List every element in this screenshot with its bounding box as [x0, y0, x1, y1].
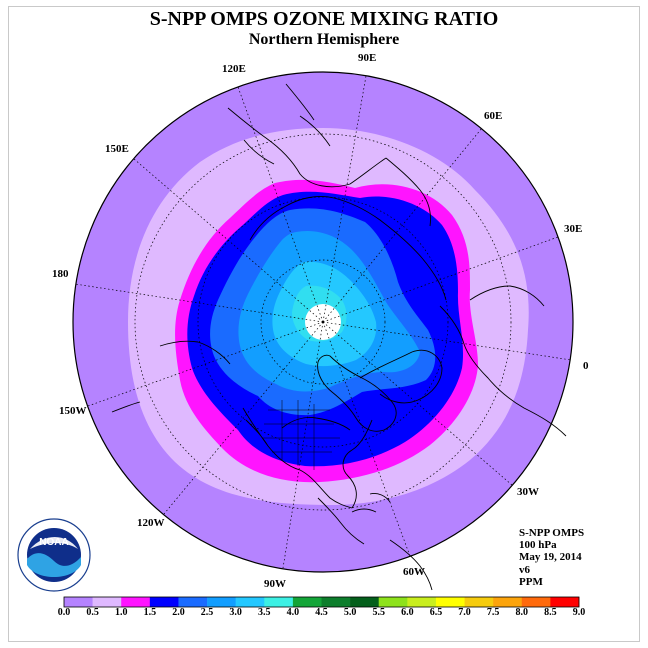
map-subtitle: Northern Hemisphere	[248, 31, 400, 48]
lon-label-30e: 30E	[564, 223, 583, 235]
colorbar-swatch-2.0-2.5	[178, 597, 208, 607]
colorbar-swatch-5.5-6.0	[378, 597, 408, 607]
colorbar-tick-label: 6.5	[429, 607, 443, 618]
map-title: S-NPP OMPS OZONE MIXING RATIO	[149, 8, 499, 30]
colorbar-border	[63, 596, 580, 608]
colorbar-swatch-3.0-3.5	[235, 597, 265, 607]
colorbar-swatch-4.0-4.5	[292, 597, 322, 607]
info-version: v6	[519, 563, 530, 576]
noaa-logo: NOAA	[17, 518, 91, 592]
lon-label-60e: 60E	[484, 110, 503, 122]
colorbar-tick-label: 7.0	[458, 607, 471, 618]
lon-label-150w: 150W	[59, 405, 87, 417]
colorbar-swatch-5.0-5.5	[350, 597, 380, 607]
graticule	[74, 75, 572, 569]
colorbar-swatch-2.5-3.0	[207, 597, 236, 607]
colorbar-tick-label: 2.0	[172, 607, 185, 618]
colorbar-tick-label: 3.5	[258, 607, 271, 618]
logo-text: NOAA	[39, 537, 68, 548]
colorbar-swatch-0.5-1.0	[92, 597, 122, 607]
info-date: May 19, 2014	[519, 551, 582, 564]
colorbar-tick-label: 0.5	[86, 607, 99, 618]
colorbar-tick-label: 8.0	[515, 607, 529, 618]
colorbar-tick-label: 6.0	[401, 607, 414, 618]
info-instrument: S-NPP OMPS	[519, 527, 585, 539]
colorbar-tick-label: 4.5	[315, 607, 328, 618]
lon-label-60w: 60W	[403, 566, 425, 578]
colorbar-tick-label: 1.5	[143, 607, 157, 618]
colorbar-swatch-0.0-0.5	[64, 597, 93, 607]
lon-label-180: 180	[52, 268, 69, 280]
colorbar-labels: 0.0 0.5 1.0 1.5 2.0 2.5 3.0 3.5 4.0 4.5 5.0 5.5 6.0 6…	[0, 607, 648, 621]
lon-label-120e: 120E	[222, 63, 246, 75]
colorbar-tick-label: 1.0	[114, 607, 128, 618]
lon-label-90e: 90E	[358, 52, 377, 64]
colorbar-swatch-3.5-4.0	[264, 597, 294, 607]
lon-label-30w: 30W	[517, 486, 539, 498]
info-units: PPM	[519, 575, 543, 588]
lon-label-0: 0	[583, 360, 589, 372]
product-info: S-NPP OMPS 100 hPa May 19, 2014 v6 PPM	[519, 527, 584, 588]
colorbar-tick-label: 2.5	[200, 607, 214, 618]
colorbar-tick-label: 8.5	[544, 607, 557, 618]
lon-label-90w: 90W	[264, 578, 286, 590]
colorbar-tick-label: 0.0	[57, 607, 71, 618]
info-level: 100 hPa	[519, 539, 557, 552]
colorbar-tick-label: 3.0	[229, 607, 242, 618]
colorbar-swatch-8.5-9.0	[550, 597, 580, 607]
map-disc-border	[72, 71, 574, 573]
colorbar-tick-label: 4.0	[286, 607, 300, 618]
lon-label-120w: 120W	[137, 517, 165, 529]
colorbar-swatch-1.0-1.5	[121, 597, 151, 607]
colorbar-swatch-6.5-7.0	[435, 597, 465, 607]
colorbar-swatch-1.5-2.0	[149, 597, 179, 607]
colorbar-swatch-4.5-5.0	[321, 597, 351, 607]
colorbar-swatch-7.5-8.0	[493, 597, 523, 607]
colorbar-tick-label: 9.0	[572, 607, 586, 618]
colorbar-tick-label: 5.5	[372, 607, 385, 618]
colorbar-swatch-7.0-7.5	[464, 597, 494, 607]
lon-label-150e: 150E	[105, 143, 129, 155]
figure-frame	[8, 6, 640, 642]
colorbar	[63, 596, 580, 608]
colorbar-tick-label: 5.0	[343, 607, 357, 618]
colorbar-swatch-8.0-8.5	[521, 597, 551, 607]
coastlines	[111, 83, 567, 591]
colorbar-tick-label: 7.5	[486, 607, 500, 618]
colorbar-swatch-6.0-6.5	[407, 597, 437, 607]
